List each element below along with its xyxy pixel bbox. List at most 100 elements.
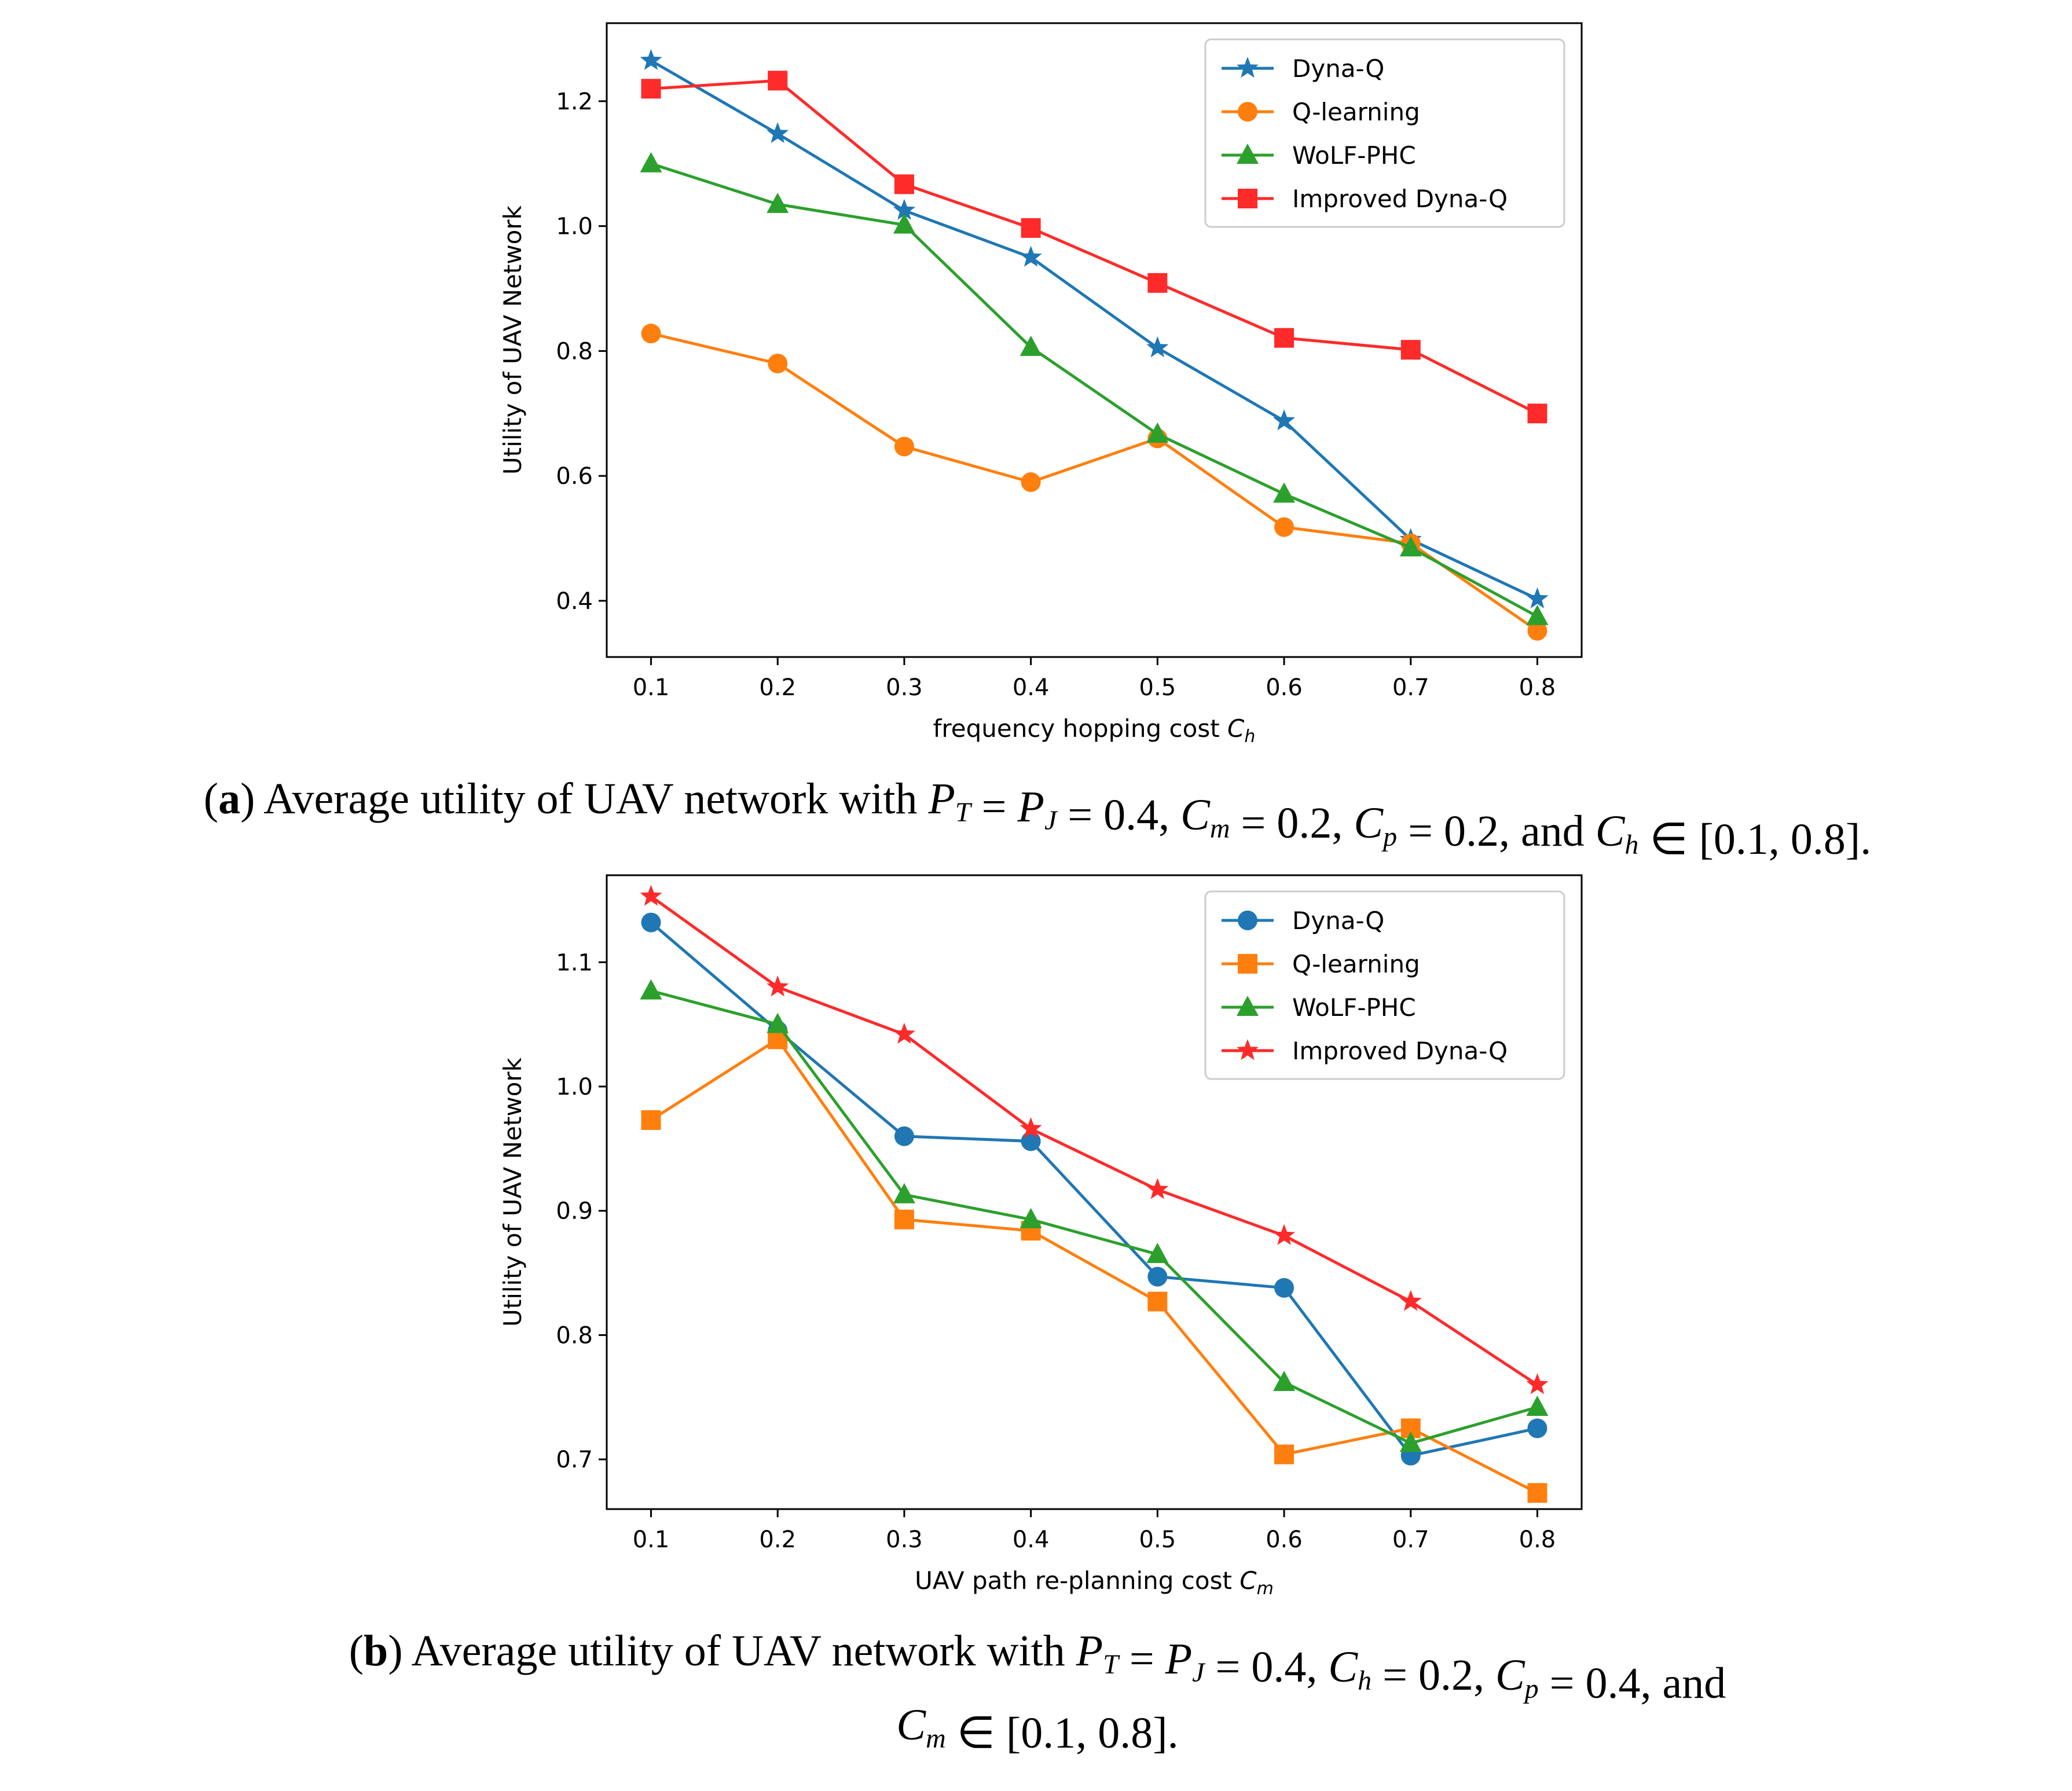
data-point xyxy=(1020,1208,1042,1228)
data-point xyxy=(1526,587,1549,608)
data-point xyxy=(1274,1444,1294,1465)
legend-label: WoLF-PHC xyxy=(1292,993,1416,1022)
data-point xyxy=(768,71,788,91)
caption: (b) Average utility of UAV network with … xyxy=(349,1627,1726,1708)
series-wolf-phc xyxy=(640,979,1549,1452)
x-tick-label: 0.2 xyxy=(759,674,796,701)
plot-frame xyxy=(606,22,1583,658)
x-axis-label: frequency hopping cost Ch xyxy=(933,714,1256,747)
y-tick-label: 0.9 xyxy=(556,1198,593,1225)
series-line xyxy=(650,989,1538,1445)
legend-marker xyxy=(1237,996,1259,1016)
data-point xyxy=(767,122,789,144)
data-point xyxy=(893,1022,915,1044)
x-tick-label: 0.3 xyxy=(886,674,923,701)
data-point xyxy=(1274,328,1294,348)
legend: Dyna-Q Q-learning WoLF-PHC Improved Dyna-Q xyxy=(1204,38,1565,228)
data-point xyxy=(641,1110,661,1130)
legend-marker xyxy=(1237,57,1259,78)
data-point xyxy=(894,1209,914,1230)
data-point xyxy=(1399,1290,1422,1311)
data-point xyxy=(767,975,789,997)
data-point xyxy=(894,436,914,457)
legend-marker xyxy=(1237,1039,1259,1060)
data-point xyxy=(767,192,789,213)
x-tick-label: 0.7 xyxy=(1392,674,1429,701)
series-line xyxy=(650,59,1538,600)
data-point xyxy=(1021,472,1041,492)
data-point xyxy=(894,1126,914,1146)
legend-frame xyxy=(1204,890,1565,1080)
x-axis-label: UAV path re-planning cost Cm xyxy=(915,1566,1274,1599)
legend-label: WoLF-PHC xyxy=(1292,141,1416,170)
series-line xyxy=(651,79,1538,415)
x-tick-label: 0.8 xyxy=(1519,1526,1556,1553)
y-tick-label: 1.0 xyxy=(556,1074,593,1100)
x-tick-label: 0.3 xyxy=(886,1526,923,1553)
data-point xyxy=(640,885,662,906)
x-tick-label: 0.2 xyxy=(759,1526,796,1553)
data-point xyxy=(893,1183,915,1203)
x-tick-label: 0.1 xyxy=(633,674,670,701)
series-wolf-phc xyxy=(640,152,1549,625)
x-tick-label: 0.4 xyxy=(1013,1526,1050,1553)
chart-1: 0.1 0.2 0.3 0.4 0.5 0.6 0.7 0.8 0.4 0.6 0.8 1.0 1.2 f… xyxy=(204,22,1871,864)
data-point xyxy=(1020,1117,1042,1139)
data-point xyxy=(1146,1242,1169,1263)
data-point xyxy=(1273,409,1296,431)
y-axis-label: Utility of UAV Network xyxy=(498,205,527,475)
data-point xyxy=(1526,1395,1549,1416)
legend-label: Improved Dyna-Q xyxy=(1292,1037,1508,1065)
data-point xyxy=(1399,1432,1422,1452)
legend: Dyna-Q Q-learning WoLF-PHC Improved Dyna-Q xyxy=(1204,890,1565,1080)
x-tick-label: 0.5 xyxy=(1139,1526,1176,1553)
y-tick-label: 1.1 xyxy=(556,949,593,976)
data-point xyxy=(894,174,914,194)
legend-marker xyxy=(1238,954,1257,974)
y-tick-label: 0.6 xyxy=(556,463,593,490)
data-point xyxy=(767,1012,789,1033)
data-point xyxy=(1527,1418,1547,1438)
data-point xyxy=(768,353,788,373)
x-tick-label: 0.6 xyxy=(1266,674,1303,701)
data-point xyxy=(1273,1371,1296,1391)
series-line xyxy=(650,921,1538,1458)
y-axis-label: Utility of UAV Network xyxy=(498,1057,527,1327)
data-point xyxy=(1147,1267,1168,1287)
data-point xyxy=(1146,336,1169,358)
data-point xyxy=(1400,340,1421,360)
series-line xyxy=(650,162,1538,618)
caption-line-2: Cm ∈ [0.1, 0.8]. xyxy=(896,1701,1178,1757)
series-q-learning xyxy=(641,1029,1547,1503)
legend-label: Dyna-Q xyxy=(1292,906,1384,935)
data-point xyxy=(893,199,915,220)
caption: (a) Average utility of UAV network with … xyxy=(204,775,1871,864)
x-tick-label: 0.5 xyxy=(1139,674,1176,701)
series-improved-dyna-q xyxy=(640,885,1549,1394)
chart-2: 0.1 0.2 0.3 0.4 0.5 0.6 0.7 0.8 0.7 0.8 0.9 1.0 1.1 U… xyxy=(349,874,1726,1757)
series-dyna-q xyxy=(641,912,1547,1466)
data-point xyxy=(1527,621,1547,641)
data-point xyxy=(1021,218,1041,238)
legend-label: Improved Dyna-Q xyxy=(1292,185,1508,213)
data-point xyxy=(893,213,915,234)
y-tick-label: 1.0 xyxy=(556,214,593,240)
data-point xyxy=(1147,1291,1168,1312)
data-point xyxy=(1020,245,1042,267)
data-point xyxy=(1526,604,1549,625)
plot-frame xyxy=(606,874,1583,1510)
y-tick-label: 0.8 xyxy=(556,338,593,365)
data-point xyxy=(1526,1373,1549,1394)
data-point xyxy=(1147,273,1168,293)
data-point xyxy=(640,152,662,173)
data-point xyxy=(1399,536,1422,557)
legend-label: Q-learning xyxy=(1292,950,1420,978)
data-point xyxy=(1021,1131,1041,1151)
data-point xyxy=(641,324,661,344)
data-point xyxy=(640,979,662,1000)
data-point xyxy=(641,912,661,933)
x-tick-label: 0.6 xyxy=(1266,1526,1303,1553)
legend-marker xyxy=(1238,189,1257,208)
legend-marker xyxy=(1238,911,1257,930)
